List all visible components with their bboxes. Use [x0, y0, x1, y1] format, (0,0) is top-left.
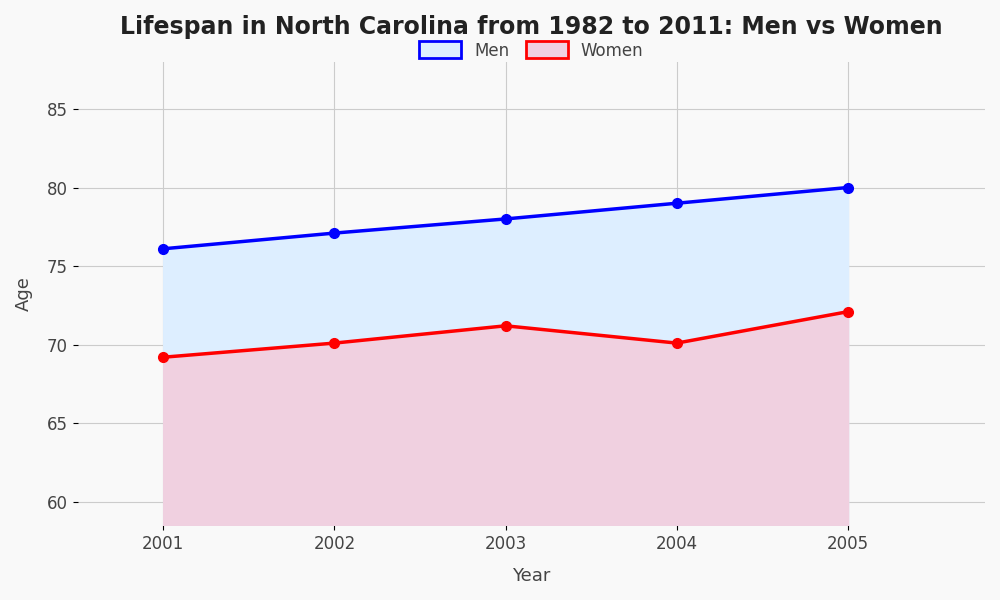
Legend: Men, Women: Men, Women: [411, 33, 652, 68]
Title: Lifespan in North Carolina from 1982 to 2011: Men vs Women: Lifespan in North Carolina from 1982 to …: [120, 15, 943, 39]
Y-axis label: Age: Age: [15, 276, 33, 311]
X-axis label: Year: Year: [512, 567, 550, 585]
